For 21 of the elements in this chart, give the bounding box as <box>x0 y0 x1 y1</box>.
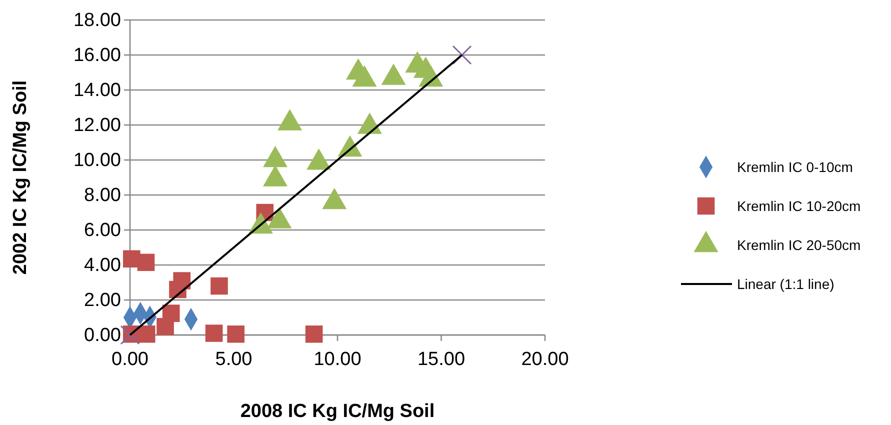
y-tick-label: 18.00 <box>73 10 121 32</box>
y-tick-label: 14.00 <box>73 80 121 102</box>
legend-label: Kremlin IC 10-20cm <box>737 198 861 214</box>
y-tick-label: 6.00 <box>84 220 121 242</box>
y-tick-label: 10.00 <box>73 150 121 172</box>
x-tick-label: 10.00 <box>314 348 362 370</box>
x-tick-label: 20.00 <box>521 348 569 370</box>
y-tick-label: 0.00 <box>84 325 121 346</box>
legend-label: Linear (1:1 line) <box>737 276 834 292</box>
legend-label: Kremlin IC 20-50cm <box>737 237 861 253</box>
legend-label: Kremlin IC 0-10cm <box>737 159 853 175</box>
x-tick-label: 15.00 <box>417 348 466 370</box>
y-tick-label: 16.00 <box>73 45 121 66</box>
y-tick-label: 8.00 <box>84 185 121 206</box>
x-axis-title: 2008 IC Kg IC/Mg Soil <box>240 401 435 422</box>
x-tick-label: 5.00 <box>215 348 252 370</box>
x-tick-label: 0.00 <box>112 348 148 370</box>
y-axis-title: 2002 IC Kg IC/Mg Soil <box>10 80 31 275</box>
y-tick-label: 12.00 <box>73 115 121 136</box>
y-tick-label: 4.00 <box>84 255 121 276</box>
y-tick-label: 2.00 <box>84 290 121 312</box>
